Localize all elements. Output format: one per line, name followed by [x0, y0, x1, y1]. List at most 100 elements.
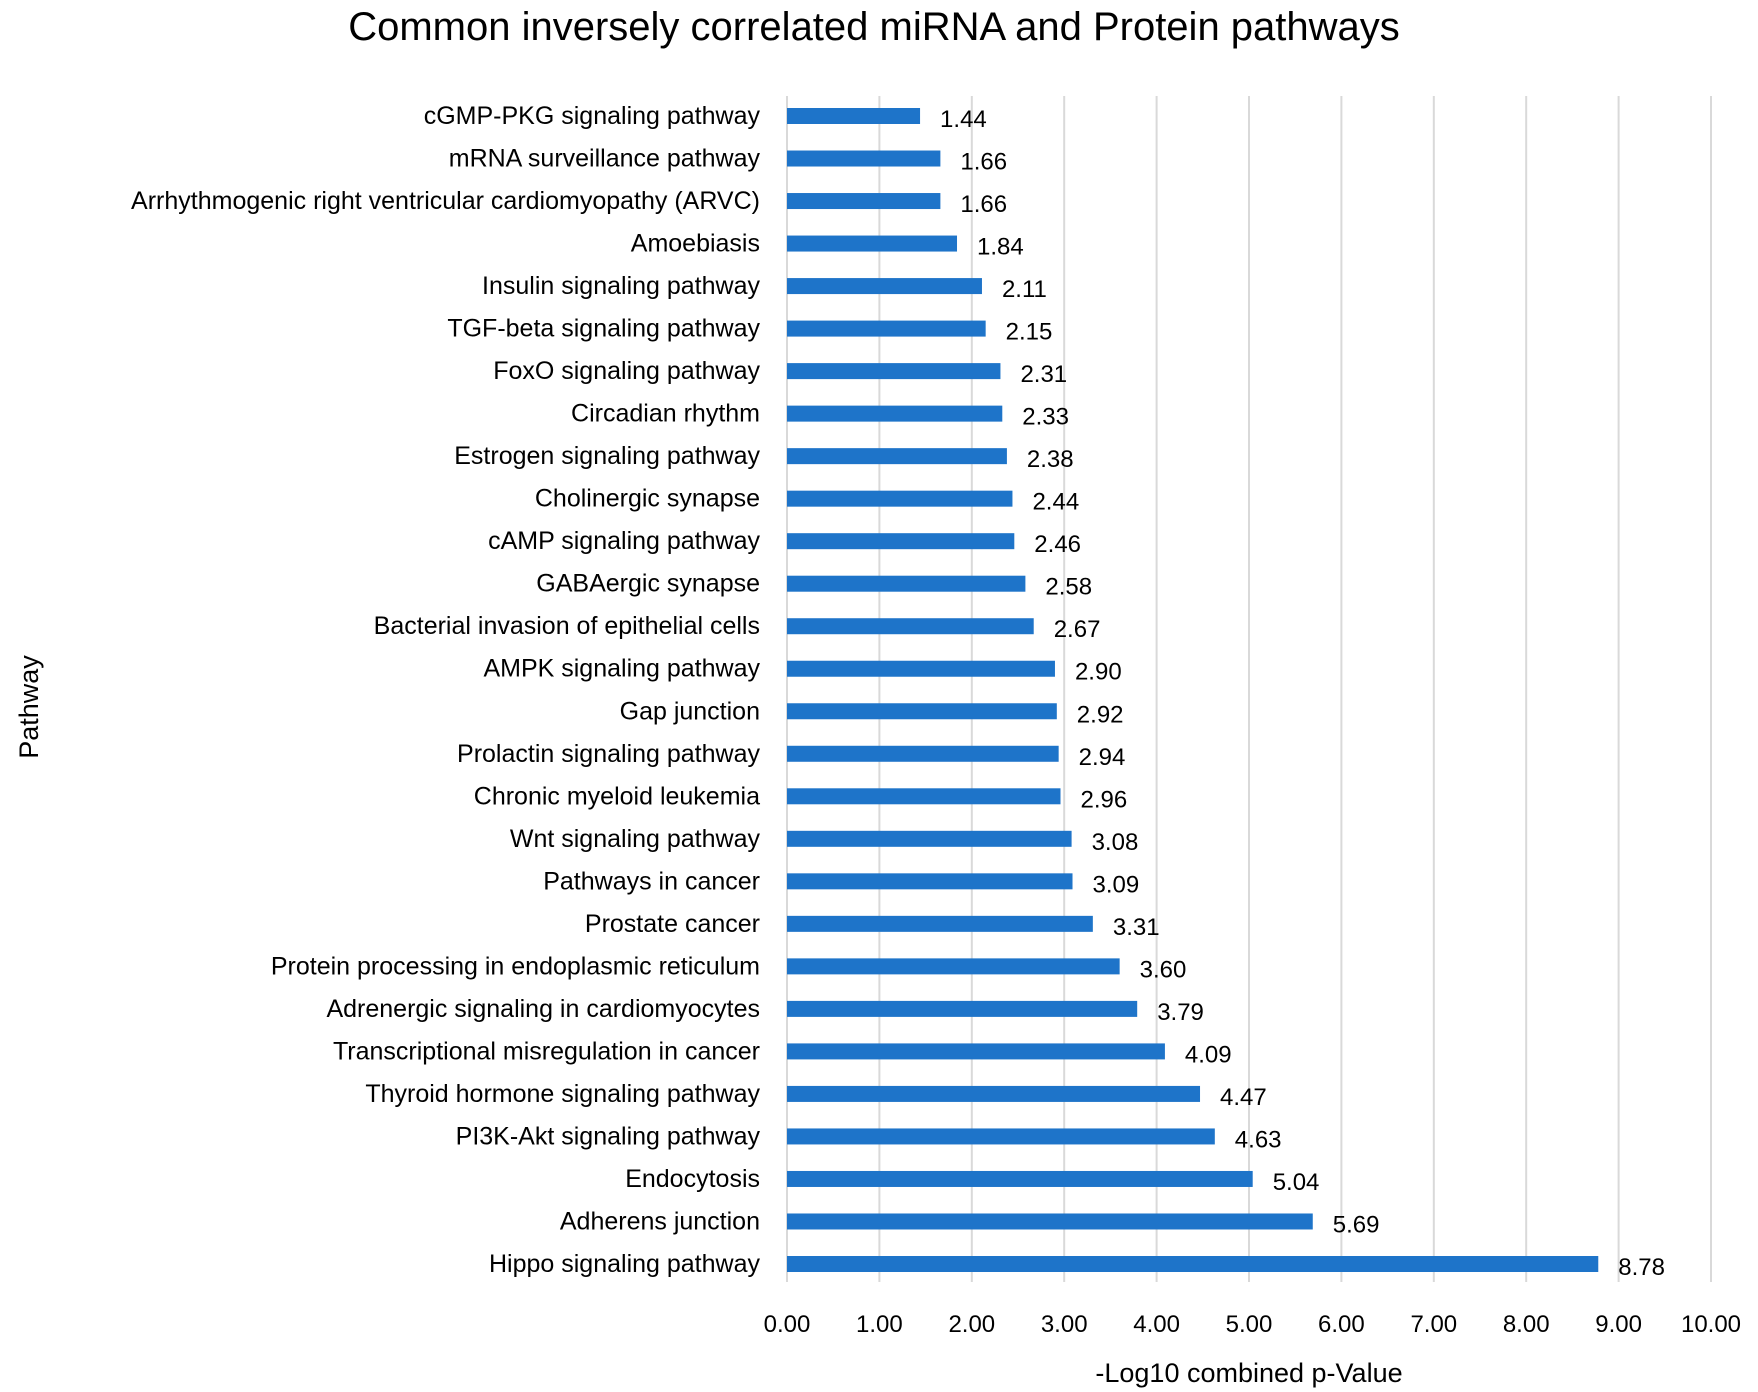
bar	[787, 448, 1007, 465]
data-label: 2.15	[1006, 319, 1053, 346]
category-label: Endocytosis	[625, 1165, 760, 1193]
bars	[787, 108, 1599, 1272]
category-label: Circadian rhythm	[571, 400, 760, 428]
y-axis-label: Pathway	[14, 655, 44, 759]
category-label: Gap junction	[620, 697, 760, 725]
data-label: 2.94	[1079, 744, 1126, 771]
data-label: 2.90	[1075, 659, 1122, 686]
bar	[787, 575, 1026, 592]
data-label: 3.08	[1092, 829, 1139, 856]
data-label: 2.44	[1032, 489, 1079, 516]
data-label: 2.38	[1027, 446, 1074, 473]
category-label: FoxO signaling pathway	[493, 357, 760, 385]
bar	[787, 958, 1120, 975]
bar	[787, 320, 986, 337]
bar	[787, 1256, 1599, 1272]
category-label: Estrogen signaling pathway	[454, 442, 760, 470]
category-label: Prolactin signaling pathway	[457, 740, 760, 768]
category-label: Wnt signaling pathway	[510, 825, 761, 853]
category-label: TGF-beta signaling pathway	[447, 315, 760, 343]
bar	[787, 788, 1061, 805]
x-tick-label: 1.00	[856, 1311, 903, 1338]
bar	[787, 873, 1073, 890]
data-label: 2.92	[1077, 701, 1124, 728]
x-tick-label: 0.00	[764, 1311, 811, 1338]
bar	[787, 830, 1072, 847]
bar	[787, 405, 1003, 422]
bar	[787, 1128, 1215, 1145]
category-label: Pathways in cancer	[543, 867, 760, 895]
data-label: 4.47	[1220, 1084, 1267, 1111]
category-labels: cGMP-PKG signaling pathway mRNA surveilla…	[131, 102, 760, 1278]
category-label: AMPK signaling pathway	[483, 655, 760, 683]
category-label: Protein processing in endoplasmic reticu…	[271, 952, 760, 980]
data-label: 5.04	[1273, 1169, 1320, 1196]
bar	[787, 533, 1015, 550]
data-label: 1.44	[940, 106, 987, 133]
data-label: 5.69	[1333, 1211, 1380, 1238]
bar	[787, 1213, 1313, 1230]
bar	[787, 363, 1001, 380]
bar	[787, 618, 1034, 635]
category-label: Amoebiasis	[631, 230, 760, 258]
data-label: 1.84	[977, 234, 1024, 261]
data-label: 2.11	[1002, 276, 1047, 303]
category-label: Chronic myeloid leukemia	[474, 782, 760, 810]
bar	[787, 1170, 1253, 1187]
bar	[787, 745, 1059, 762]
category-label: cGMP-PKG signaling pathway	[424, 102, 761, 130]
category-label: GABAergic synapse	[536, 570, 760, 598]
data-label: 3.31	[1113, 914, 1160, 941]
data-label: 2.96	[1081, 786, 1128, 813]
data-label: 2.46	[1034, 531, 1081, 558]
data-label: 1.66	[960, 149, 1007, 176]
bar	[787, 108, 921, 124]
category-label: Adrenergic signaling in cardiomyocytes	[326, 995, 760, 1023]
data-label: 3.79	[1157, 999, 1204, 1026]
x-tick-label: 9.00	[1595, 1311, 1642, 1338]
x-tick-label: 6.00	[1318, 1311, 1365, 1338]
data-label: 3.09	[1093, 871, 1140, 898]
value-labels: 1.44 1.66 1.66 1.84 2.11 2.15 2.31 2.33 2.38 2.44…	[940, 106, 1665, 1281]
bar	[787, 1043, 1165, 1060]
data-label: 3.60	[1140, 956, 1187, 983]
bar	[787, 703, 1057, 720]
bar	[787, 193, 941, 210]
x-tick-label: 2.00	[948, 1311, 995, 1338]
category-label: Bacterial invasion of epithelial cells	[374, 612, 760, 640]
bar	[787, 915, 1093, 932]
data-label: 8.78	[1618, 1254, 1665, 1281]
bar	[787, 1085, 1201, 1102]
chart-title: Common inversely correlated miRNA and Pr…	[348, 5, 1400, 49]
data-label: 4.09	[1185, 1041, 1232, 1068]
data-label: 2.33	[1022, 404, 1069, 431]
category-label: mRNA surveillance pathway	[449, 145, 761, 173]
data-label: 4.63	[1235, 1126, 1282, 1153]
bar	[787, 660, 1055, 677]
data-label: 2.31	[1020, 361, 1067, 388]
x-tick-label: 10.00	[1681, 1311, 1741, 1338]
data-label: 1.66	[960, 191, 1007, 218]
x-tick-label: 5.00	[1226, 1311, 1273, 1338]
x-tick-label: 8.00	[1503, 1311, 1550, 1338]
x-tick-label: 3.00	[1041, 1311, 1088, 1338]
category-label: PI3K-Akt signaling pathway	[456, 1122, 761, 1150]
bar	[787, 278, 982, 295]
category-label: Hippo signaling pathway	[489, 1250, 761, 1278]
category-label: Insulin signaling pathway	[482, 272, 760, 300]
bar	[787, 235, 958, 252]
bar	[787, 1000, 1138, 1017]
x-axis-label: -Log10 combined p-Value	[1095, 1358, 1402, 1388]
data-label: 2.67	[1054, 616, 1101, 643]
category-label: Transcriptional misregulation in cancer	[333, 1037, 760, 1065]
bar	[787, 150, 941, 167]
x-tick-labels: 0.00 1.00 2.00 3.00 4.00 5.00 6.00 7.00 8.00 9.00…	[764, 1311, 1741, 1338]
x-tick-label: 7.00	[1410, 1311, 1457, 1338]
category-label: Prostate cancer	[585, 910, 760, 938]
x-tick-label: 4.00	[1133, 1311, 1180, 1338]
category-label: Adherens junction	[560, 1207, 760, 1235]
category-label: Thyroid hormone signaling pathway	[365, 1080, 760, 1108]
category-label: Arrhythmogenic right ventricular cardiom…	[131, 187, 760, 215]
category-label: cAMP signaling pathway	[488, 527, 760, 555]
category-label: Cholinergic synapse	[535, 485, 760, 513]
